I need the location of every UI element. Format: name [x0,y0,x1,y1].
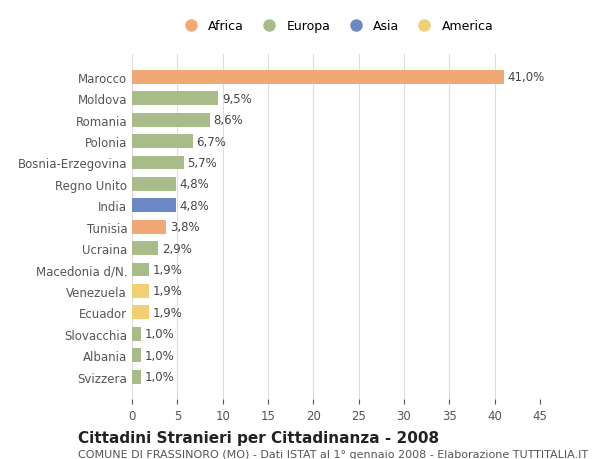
Text: 2,9%: 2,9% [162,242,192,255]
Text: 8,6%: 8,6% [214,114,244,127]
Bar [132,178,176,191]
Bar [132,220,166,234]
Text: 3,8%: 3,8% [170,221,200,234]
Bar [132,284,149,298]
Bar [132,306,149,319]
Bar [132,113,210,127]
Bar [132,241,158,256]
Text: 6,7%: 6,7% [196,135,226,148]
Bar [132,370,141,384]
Bar [132,156,184,170]
Bar [132,92,218,106]
Text: 41,0%: 41,0% [508,71,545,84]
Text: 1,9%: 1,9% [153,285,183,298]
Bar [132,327,141,341]
Bar [132,199,176,213]
Bar [132,263,149,277]
Text: 5,7%: 5,7% [187,157,217,170]
Text: Cittadini Stranieri per Cittadinanza - 2008: Cittadini Stranieri per Cittadinanza - 2… [78,430,439,445]
Text: COMUNE DI FRASSINORO (MO) - Dati ISTAT al 1° gennaio 2008 - Elaborazione TUTTITA: COMUNE DI FRASSINORO (MO) - Dati ISTAT a… [78,449,588,459]
Bar [132,348,141,362]
Legend: Africa, Europa, Asia, America: Africa, Europa, Asia, America [175,17,497,37]
Text: 1,0%: 1,0% [145,370,175,383]
Text: 1,0%: 1,0% [145,349,175,362]
Text: 1,9%: 1,9% [153,263,183,276]
Text: 1,0%: 1,0% [145,328,175,341]
Text: 4,8%: 4,8% [179,178,209,191]
Text: 1,9%: 1,9% [153,306,183,319]
Text: 4,8%: 4,8% [179,199,209,213]
Text: 9,5%: 9,5% [222,93,251,106]
Bar [132,71,504,84]
Bar [132,135,193,149]
